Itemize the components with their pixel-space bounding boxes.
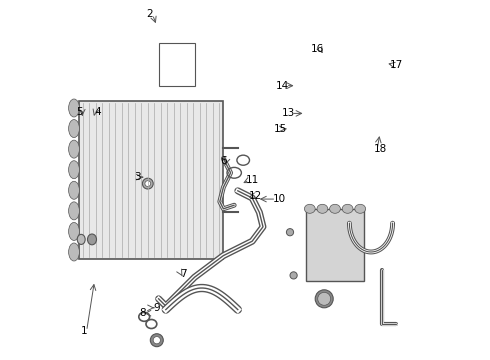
Text: 13: 13 [282,108,295,118]
Text: 10: 10 [272,194,286,204]
Text: 2: 2 [147,9,153,19]
Ellipse shape [77,234,85,244]
Circle shape [290,272,297,279]
Text: 9: 9 [153,303,160,313]
Circle shape [315,290,333,308]
Ellipse shape [317,204,328,213]
FancyBboxPatch shape [79,101,223,259]
Ellipse shape [304,204,315,213]
Ellipse shape [355,204,366,213]
Ellipse shape [330,204,341,213]
Circle shape [153,337,160,344]
Text: 4: 4 [95,107,101,117]
Text: 6: 6 [220,156,227,166]
Ellipse shape [88,234,97,245]
Text: 1: 1 [80,326,87,336]
Circle shape [318,292,331,305]
Ellipse shape [69,120,79,138]
Ellipse shape [69,181,79,199]
Text: 16: 16 [310,44,323,54]
Text: 8: 8 [139,308,146,318]
Ellipse shape [69,140,79,158]
Circle shape [286,229,294,236]
Circle shape [150,334,163,347]
Text: 3: 3 [134,172,140,182]
Text: 17: 17 [390,60,403,70]
Ellipse shape [69,243,79,261]
Text: 7: 7 [180,269,187,279]
Text: 15: 15 [273,124,287,134]
Circle shape [145,181,151,186]
Text: 5: 5 [76,107,83,117]
Text: 12: 12 [249,191,263,201]
Circle shape [143,178,153,189]
Ellipse shape [69,222,79,240]
Ellipse shape [342,204,353,213]
Text: 11: 11 [245,175,259,185]
Ellipse shape [69,161,79,179]
Text: 18: 18 [373,144,387,154]
FancyBboxPatch shape [306,209,364,281]
Ellipse shape [69,202,79,220]
Ellipse shape [69,99,79,117]
Text: 14: 14 [276,81,290,91]
